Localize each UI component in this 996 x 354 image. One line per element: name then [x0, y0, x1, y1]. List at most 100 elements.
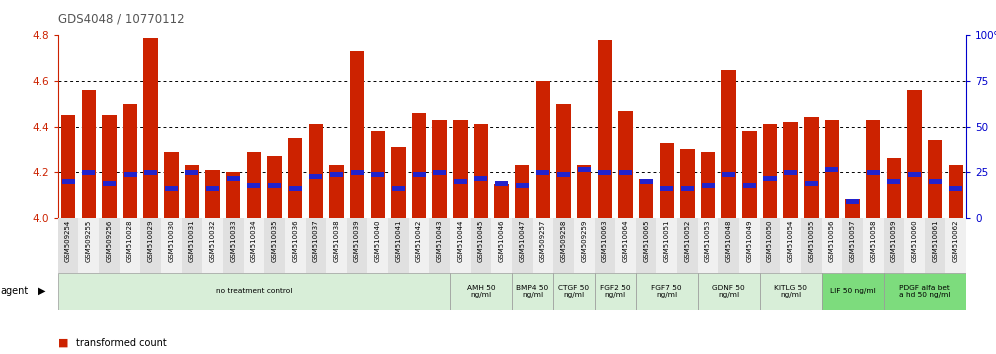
- Text: GSM510051: GSM510051: [663, 219, 669, 262]
- Bar: [863, 218, 883, 273]
- Text: GSM510058: GSM510058: [871, 219, 876, 262]
- Bar: [718, 218, 739, 273]
- Bar: [391, 147, 405, 218]
- Bar: [351, 170, 364, 175]
- Text: GSM510041: GSM510041: [395, 219, 401, 262]
- Bar: [205, 170, 220, 218]
- Text: GSM510035: GSM510035: [272, 219, 278, 262]
- Text: GSM510063: GSM510063: [602, 219, 608, 262]
- Bar: [826, 167, 839, 172]
- Bar: [598, 40, 613, 218]
- Bar: [805, 181, 818, 186]
- Bar: [471, 218, 491, 273]
- Bar: [660, 185, 673, 190]
- Bar: [309, 124, 323, 218]
- Bar: [536, 81, 550, 218]
- Text: GSM510030: GSM510030: [168, 219, 174, 262]
- Bar: [780, 218, 801, 273]
- Text: GDNF 50
ng/ml: GDNF 50 ng/ml: [712, 285, 745, 298]
- Bar: [784, 170, 797, 175]
- Text: GSM510053: GSM510053: [705, 219, 711, 262]
- Bar: [639, 179, 652, 184]
- Bar: [619, 110, 632, 218]
- Bar: [144, 170, 157, 175]
- Bar: [164, 185, 178, 190]
- Text: FGF7 50
ng/ml: FGF7 50 ng/ml: [651, 285, 682, 298]
- Bar: [495, 181, 508, 186]
- Text: GSM510061: GSM510061: [932, 219, 938, 262]
- Bar: [928, 140, 942, 218]
- Bar: [764, 176, 777, 182]
- Bar: [866, 120, 880, 218]
- Bar: [226, 172, 240, 218]
- Bar: [721, 70, 736, 218]
- Bar: [391, 185, 405, 190]
- Text: GSM509255: GSM509255: [86, 219, 92, 262]
- Bar: [739, 218, 760, 273]
- Bar: [883, 273, 966, 310]
- Bar: [61, 115, 76, 218]
- Bar: [123, 104, 137, 218]
- Text: GDS4048 / 10770112: GDS4048 / 10770112: [58, 12, 184, 25]
- Text: LIF 50 ng/ml: LIF 50 ng/ml: [830, 288, 875, 294]
- Bar: [432, 120, 447, 218]
- Text: GSM510029: GSM510029: [147, 219, 153, 262]
- Text: GSM510043: GSM510043: [436, 219, 442, 262]
- Text: GSM510037: GSM510037: [313, 219, 319, 262]
- Text: GSM510047: GSM510047: [519, 219, 525, 262]
- Bar: [698, 273, 760, 310]
- Bar: [491, 218, 512, 273]
- Bar: [185, 170, 198, 175]
- Bar: [619, 170, 632, 175]
- Bar: [454, 179, 467, 184]
- Bar: [411, 113, 426, 218]
- Bar: [330, 165, 344, 218]
- Bar: [557, 104, 571, 218]
- Bar: [659, 143, 674, 218]
- Bar: [83, 170, 96, 175]
- Text: GSM510056: GSM510056: [829, 219, 835, 262]
- Bar: [453, 120, 467, 218]
- Text: GSM509259: GSM509259: [582, 219, 588, 262]
- Text: GSM510064: GSM510064: [622, 219, 628, 262]
- Text: GSM510057: GSM510057: [850, 219, 856, 262]
- Bar: [474, 176, 487, 182]
- Bar: [577, 165, 592, 218]
- Text: GSM510052: GSM510052: [684, 219, 690, 262]
- Text: GSM510032: GSM510032: [209, 219, 215, 262]
- Bar: [412, 172, 425, 177]
- Text: KITLG 50
ng/ml: KITLG 50 ng/ml: [774, 285, 807, 298]
- Text: ▶: ▶: [38, 286, 46, 296]
- Bar: [784, 122, 798, 218]
- Bar: [247, 152, 261, 218]
- Bar: [763, 124, 777, 218]
- Bar: [494, 183, 509, 218]
- Bar: [512, 218, 533, 273]
- Text: GSM510033: GSM510033: [230, 219, 236, 262]
- Text: GSM509256: GSM509256: [107, 219, 113, 262]
- Bar: [949, 185, 962, 190]
- Bar: [79, 218, 99, 273]
- Bar: [202, 218, 223, 273]
- Bar: [595, 218, 616, 273]
- Text: GSM510045: GSM510045: [478, 219, 484, 262]
- Bar: [701, 152, 715, 218]
- Bar: [512, 273, 553, 310]
- Text: GSM510062: GSM510062: [953, 219, 959, 262]
- Bar: [822, 218, 843, 273]
- Bar: [350, 51, 365, 218]
- Bar: [846, 199, 860, 204]
- Bar: [743, 183, 756, 188]
- Bar: [285, 218, 306, 273]
- Bar: [680, 149, 694, 218]
- Bar: [907, 90, 921, 218]
- Bar: [223, 218, 244, 273]
- Bar: [616, 218, 635, 273]
- Bar: [553, 273, 595, 310]
- Bar: [638, 179, 653, 218]
- Bar: [804, 118, 819, 218]
- Bar: [599, 170, 612, 175]
- Bar: [206, 185, 219, 190]
- Text: GSM510028: GSM510028: [127, 219, 133, 262]
- Bar: [557, 172, 570, 177]
